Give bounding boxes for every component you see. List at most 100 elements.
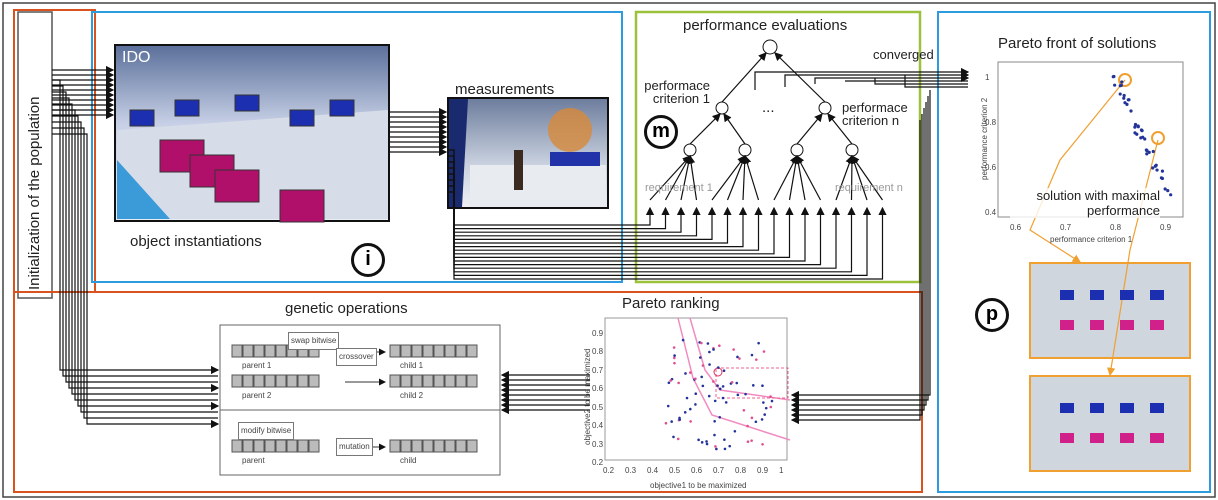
gene	[243, 345, 253, 357]
gene	[298, 375, 308, 387]
gene	[390, 440, 400, 452]
dot	[716, 384, 719, 387]
dot	[724, 448, 727, 451]
object-box	[1120, 433, 1134, 443]
ranking-x-tick: 0.4	[647, 463, 658, 479]
result-image-1	[1030, 263, 1190, 358]
ranking-x-tick: 0.7	[713, 463, 724, 479]
badge-p: p	[975, 298, 1009, 332]
front-x-tick: 0.8	[1110, 220, 1121, 236]
ranking-title: Pareto ranking	[622, 296, 720, 312]
tree-edge	[724, 114, 745, 144]
gene	[309, 375, 319, 387]
dot	[1145, 149, 1148, 152]
dot	[1135, 133, 1138, 136]
gene	[467, 345, 477, 357]
dot	[708, 351, 711, 354]
dot	[715, 448, 718, 451]
dot	[751, 417, 754, 420]
gene	[390, 375, 400, 387]
gene	[254, 440, 264, 452]
object-box	[1150, 290, 1164, 300]
gene	[456, 375, 466, 387]
dot	[1161, 170, 1164, 173]
tree-edge	[690, 114, 720, 144]
dot	[1127, 98, 1130, 101]
gene	[434, 375, 444, 387]
dot	[700, 342, 703, 345]
dot	[673, 346, 676, 349]
genetic-label: modify bitwise	[238, 422, 294, 440]
ranking-x-tick: 0.6	[691, 463, 702, 479]
object-box	[1150, 320, 1164, 330]
diagram-shapes	[0, 0, 1218, 500]
loop-arrow	[792, 90, 930, 395]
dot	[752, 384, 755, 387]
object-box	[1090, 290, 1104, 300]
genetic-label: parent 1	[240, 358, 273, 374]
ranking-x-tick: 0.8	[735, 463, 746, 479]
dot	[722, 397, 725, 400]
gene	[232, 345, 242, 357]
genetic-label: child 1	[398, 358, 425, 374]
criterion-1: performace criterion 1	[640, 79, 710, 105]
dot	[757, 342, 760, 345]
gene	[254, 375, 264, 387]
ranking-x-tick: 1	[779, 463, 783, 479]
gene	[254, 345, 264, 357]
gene	[456, 440, 466, 452]
dot	[718, 416, 721, 419]
dot	[743, 409, 746, 412]
gene	[434, 440, 444, 452]
front-y-tick: 0.8	[985, 115, 996, 131]
loop-arrow	[792, 96, 928, 400]
dot	[669, 379, 672, 382]
gene	[276, 345, 286, 357]
dot	[714, 400, 717, 403]
tree-edge	[722, 53, 766, 102]
dot	[763, 350, 766, 353]
front-x-tick: 0.6	[1010, 220, 1021, 236]
dot	[673, 357, 676, 360]
dot	[1155, 168, 1158, 171]
dot	[700, 376, 703, 379]
genetic-label: crossover	[336, 348, 377, 366]
init-label: Initialization of the population	[27, 97, 43, 290]
object-box	[1120, 290, 1134, 300]
ellipsis: ...	[762, 100, 775, 116]
front-y-tick: 1	[985, 70, 989, 86]
dot	[717, 366, 720, 369]
gene	[445, 440, 455, 452]
gene	[287, 440, 297, 452]
genetic-label: parent 2	[240, 388, 273, 404]
gene	[434, 345, 444, 357]
ranking-x-tick: 0.9	[757, 463, 768, 479]
dot	[706, 443, 709, 446]
criterion-n: performace criterion n	[842, 101, 917, 127]
ranking-x-tick: 0.3	[625, 463, 636, 479]
ranking-y-tick: 0.5	[592, 400, 603, 416]
gene	[232, 375, 242, 387]
leaf-edge	[743, 156, 745, 200]
dot	[689, 420, 692, 423]
gene	[276, 375, 286, 387]
dot	[734, 430, 737, 433]
dot	[678, 417, 681, 420]
dot	[744, 393, 747, 396]
dot	[1119, 92, 1122, 95]
dot	[1160, 176, 1163, 179]
dot	[694, 403, 697, 406]
dot	[686, 397, 689, 400]
loop-arrow	[792, 102, 926, 405]
genetic-label: child 2	[398, 388, 425, 404]
object-box	[1090, 320, 1104, 330]
dot	[712, 348, 715, 351]
gene	[243, 440, 253, 452]
dot	[673, 362, 676, 365]
gene	[467, 375, 477, 387]
dot	[677, 382, 680, 385]
dot	[747, 440, 750, 443]
dot	[732, 348, 735, 351]
requirement-1: requirement 1	[645, 180, 713, 196]
dot	[694, 392, 697, 395]
